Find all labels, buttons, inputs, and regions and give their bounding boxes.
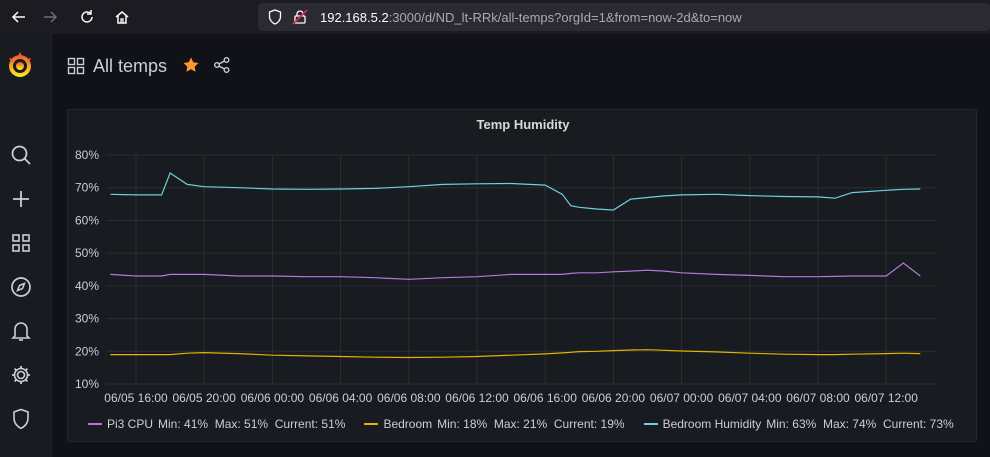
url-path: :3000/d/ND_lt-RRk/all-temps?orgId=1&from… bbox=[388, 10, 742, 25]
legend-series-stats: Min: 41% Max: 51% Current: 51% bbox=[158, 417, 346, 431]
series-line-pi3-cpu bbox=[110, 262, 921, 280]
grafana-logo-icon[interactable] bbox=[5, 50, 35, 80]
share-icon[interactable] bbox=[213, 56, 231, 79]
sidebar bbox=[0, 34, 52, 457]
x-tick-label: 06/07 08:00 bbox=[786, 391, 850, 405]
plus-icon[interactable] bbox=[9, 187, 33, 211]
x-tick-label: 06/05 20:00 bbox=[172, 391, 236, 405]
x-tick-label: 06/05 16:00 bbox=[104, 391, 168, 405]
legend-item-bedroom[interactable]: Bedroom Min: 18% Max: 21% Current: 19% bbox=[364, 417, 629, 431]
reload-icon[interactable] bbox=[77, 7, 97, 27]
line-chart: 10% 20% 30% 40% 50% 60% 70% 80% 06/05 16:00 06/05… bbox=[75, 148, 937, 405]
star-icon[interactable] bbox=[182, 56, 200, 79]
dashboard-grid-icon bbox=[67, 57, 85, 80]
legend-series-name: Bedroom Humidity bbox=[662, 417, 762, 431]
url-bar[interactable]: 192.168.5.2:3000/d/ND_lt-RRk/all-temps?o… bbox=[258, 3, 990, 31]
url-host: 192.168.5.2 bbox=[320, 10, 389, 25]
x-tick-label: 06/06 16:00 bbox=[513, 391, 577, 405]
y-tick-label: 30% bbox=[75, 312, 99, 326]
legend-series-stats: Min: 18% Max: 21% Current: 19% bbox=[437, 417, 625, 431]
url-text[interactable]: 192.168.5.2:3000/d/ND_lt-RRk/all-temps?o… bbox=[320, 10, 742, 25]
legend-series-name: Bedroom bbox=[383, 417, 433, 431]
gear-icon[interactable] bbox=[9, 363, 33, 387]
insecure-lock-icon[interactable] bbox=[292, 9, 308, 30]
forward-arrow-icon[interactable] bbox=[40, 7, 60, 27]
y-tick-label: 60% bbox=[75, 213, 99, 227]
x-tick-label: 06/06 08:00 bbox=[377, 391, 441, 405]
dashboards-icon[interactable] bbox=[9, 231, 33, 255]
dashboard-header: All temps bbox=[52, 34, 990, 98]
legend-item-pi3-cpu[interactable]: Pi3 CPU Min: 41% Max: 51% Current: 51% bbox=[88, 417, 350, 431]
x-tick-label: 06/06 00:00 bbox=[241, 391, 305, 405]
graph-panel[interactable]: Temp Humidity 10% 20% 30% 40% 50% 60% 70% 80% 06… bbox=[67, 109, 977, 442]
page-title[interactable]: All temps bbox=[93, 56, 168, 76]
y-tick-label: 50% bbox=[75, 246, 99, 260]
y-tick-label: 40% bbox=[75, 279, 99, 293]
legend-swatch bbox=[364, 423, 379, 425]
series-line-bedroom-humidity bbox=[110, 172, 921, 211]
x-tick-label: 06/06 12:00 bbox=[445, 391, 509, 405]
browser-toolbar: 192.168.5.2:3000/d/ND_lt-RRk/all-temps?o… bbox=[0, 0, 990, 34]
home-icon[interactable] bbox=[112, 7, 132, 27]
shield-tracking-icon[interactable] bbox=[268, 9, 282, 30]
legend-series-stats: Min: 63% Max: 74% Current: 73% bbox=[766, 417, 954, 431]
x-tick-label: 06/07 00:00 bbox=[650, 391, 714, 405]
legend-swatch bbox=[88, 423, 102, 425]
legend-item-bedroom-humidity[interactable]: Bedroom Humidity Min: 63% Max: 74% Curre… bbox=[643, 417, 959, 431]
shield-icon[interactable] bbox=[9, 407, 33, 431]
y-tick-label: 10% bbox=[75, 377, 99, 391]
back-arrow-icon[interactable] bbox=[9, 7, 29, 27]
x-tick-label: 06/07 04:00 bbox=[718, 391, 782, 405]
y-tick-label: 70% bbox=[75, 181, 99, 195]
y-tick-label: 80% bbox=[75, 148, 99, 162]
compass-icon[interactable] bbox=[9, 275, 33, 299]
panel-title[interactable]: Temp Humidity bbox=[476, 117, 570, 132]
bell-icon[interactable] bbox=[9, 319, 33, 343]
x-tick-label: 06/07 12:00 bbox=[854, 391, 918, 405]
x-tick-label: 06/06 04:00 bbox=[309, 391, 373, 405]
legend-swatch bbox=[643, 423, 658, 425]
series-line-bedroom bbox=[110, 349, 921, 359]
x-tick-label: 06/06 20:00 bbox=[582, 391, 646, 405]
search-icon[interactable] bbox=[9, 143, 33, 167]
legend: Pi3 CPU Min: 41% Max: 51% Current: 51% B… bbox=[88, 416, 973, 432]
y-tick-label: 20% bbox=[75, 344, 99, 358]
legend-series-name: Pi3 CPU bbox=[107, 417, 154, 431]
